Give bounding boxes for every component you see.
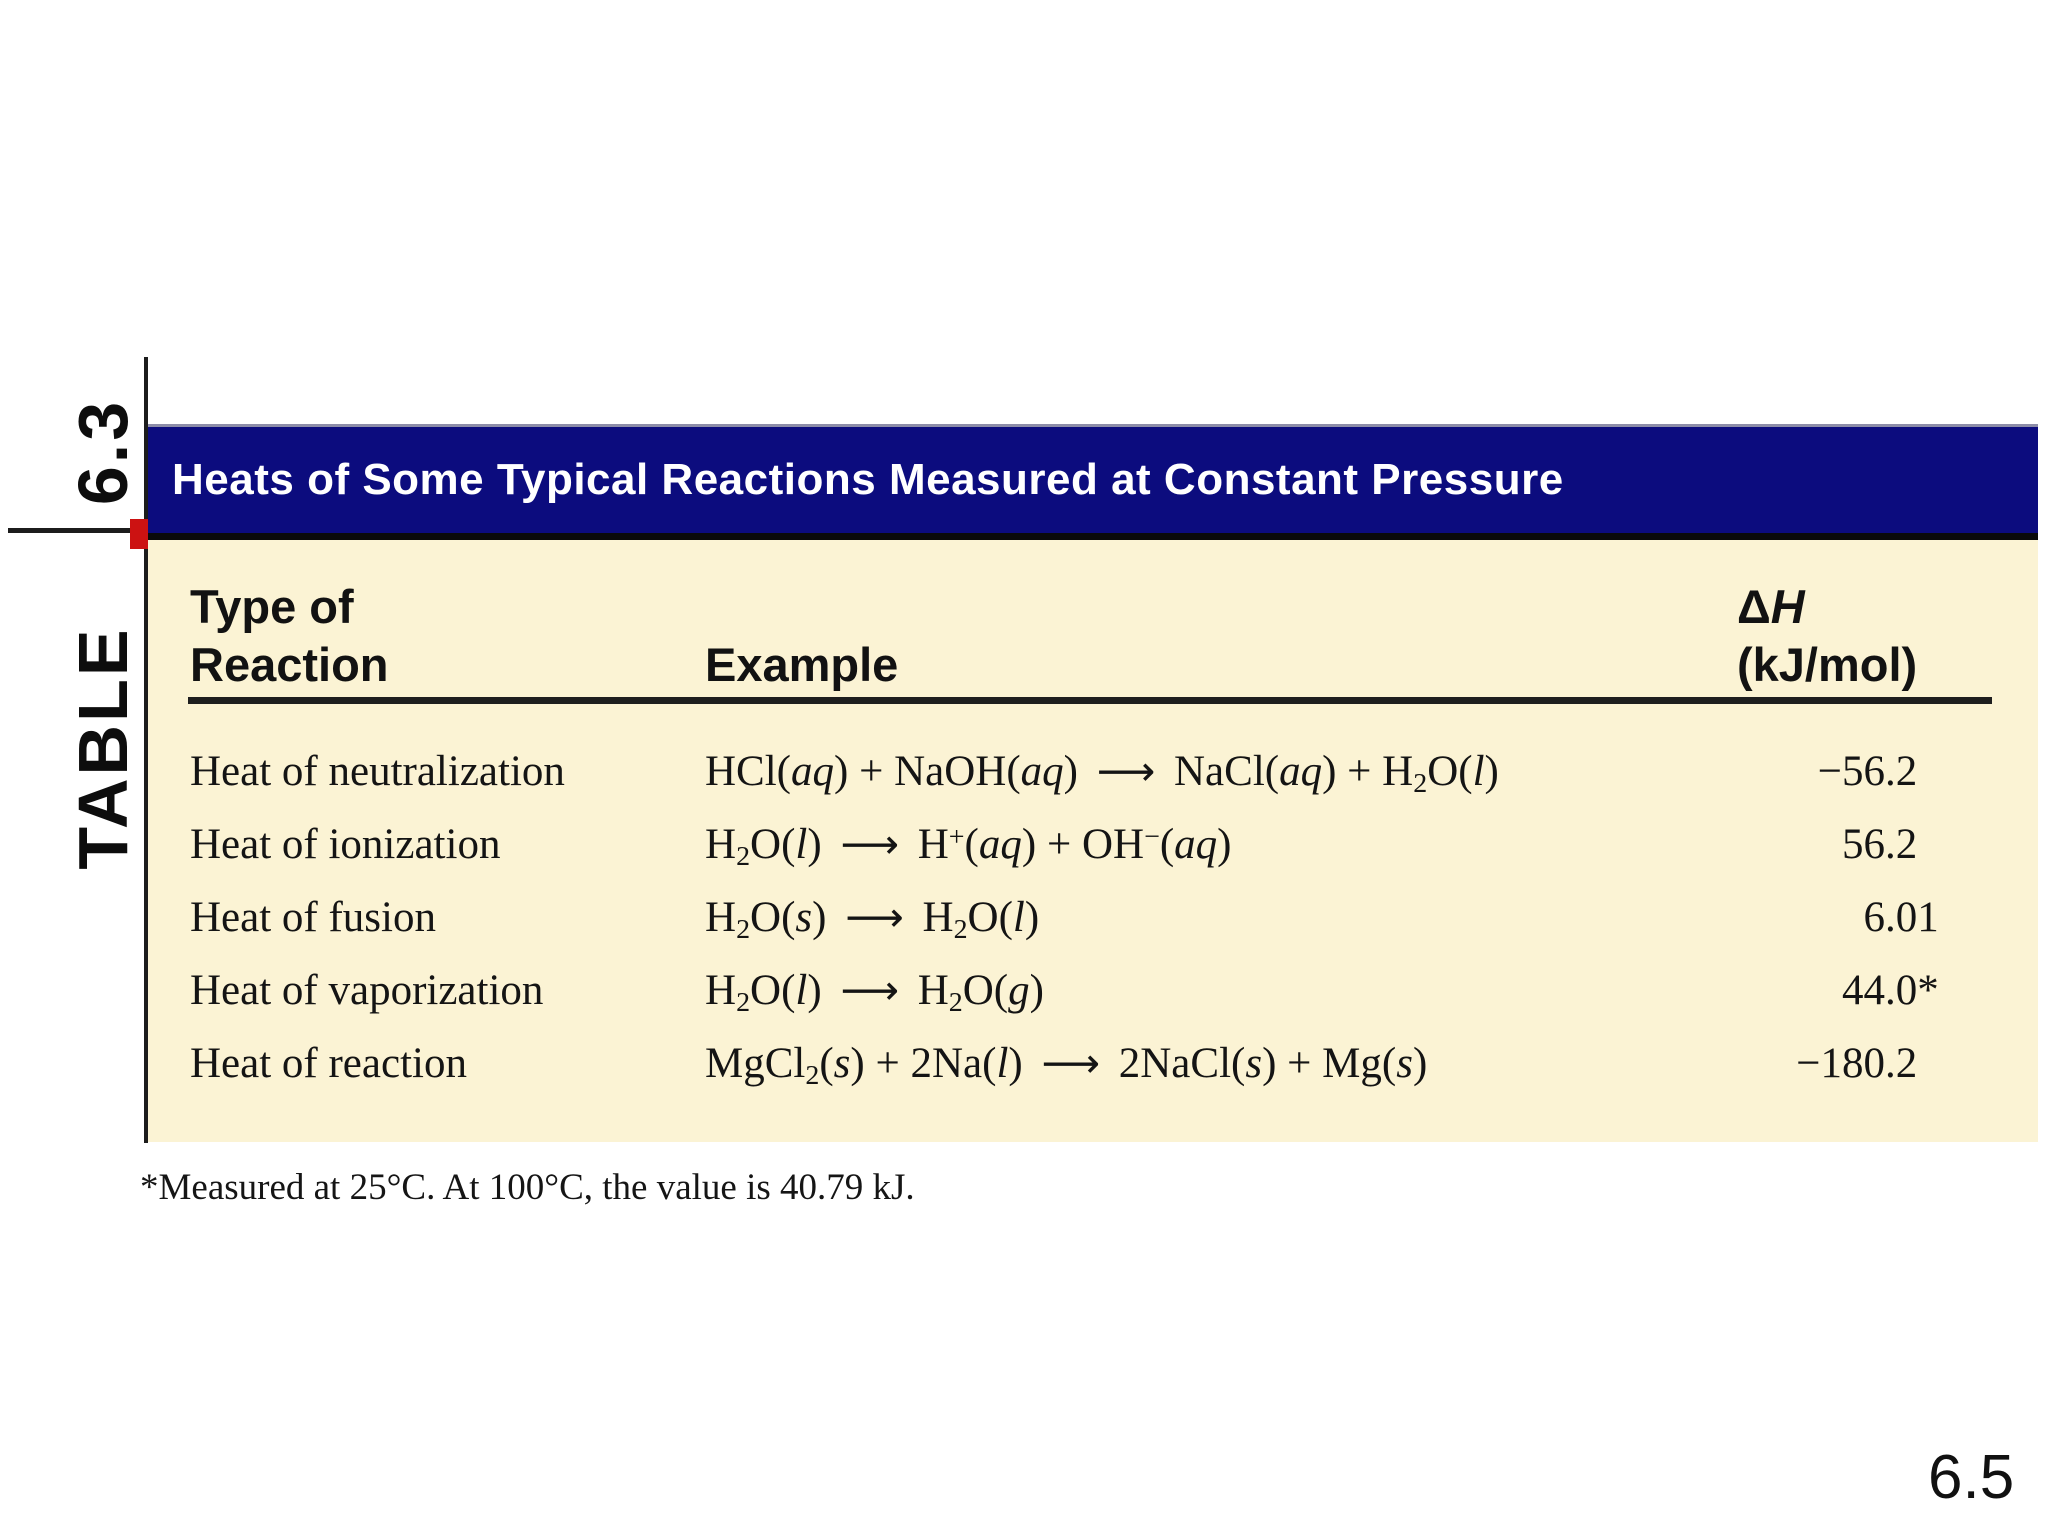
slide-page-number: 6.5: [1928, 1443, 2015, 1512]
column-header-delta-h: ΔH (kJ/mol): [1737, 578, 1917, 694]
reaction-type-cell: Heat of vaporization: [190, 967, 544, 1014]
delta-h-fraction-part: .2: [1885, 821, 1918, 868]
delta-h-value-cell: −56.2: [1598, 747, 1998, 796]
delta-h-value-cell: 6.01: [1598, 893, 1998, 942]
delta-h-value-cell: −180.2: [1598, 1039, 1998, 1088]
delta-h-integer-part: −180: [1796, 1040, 1885, 1087]
table-label-word: TABLE: [64, 626, 142, 870]
table-row: Heat of reaction MgCl2(s) + 2Na(l) ⟶ 2Na…: [148, 1027, 2038, 1100]
table-frame-horizontal-line: [8, 528, 145, 533]
delta-h-fraction-part: .2: [1885, 1040, 1918, 1087]
example-equation-cell: H2O(s) ⟶ H2O(l): [705, 893, 1040, 945]
column-header-delta-h-line2: (kJ/mol): [1737, 638, 1918, 691]
delta-h-fraction-part: .2: [1885, 748, 1918, 795]
example-equation-cell: HCl(aq) + NaOH(aq) ⟶ NaCl(aq) + H2O(l): [705, 747, 1499, 799]
delta-h-integer-part: 56: [1842, 821, 1885, 868]
example-equation-cell: H2O(l) ⟶ H+(aq) + OH−(aq): [705, 820, 1232, 872]
column-header-type-of-reaction: Type of Reaction: [190, 578, 389, 694]
table-rows: Heat of neutralization HCl(aq) + NaOH(aq…: [148, 735, 2038, 1100]
example-equation-cell: H2O(l) ⟶ H2O(g): [705, 966, 1044, 1018]
delta-h-integer-part: 6: [1863, 894, 1886, 941]
reaction-type-cell: Heat of neutralization: [190, 748, 565, 795]
column-header-type-line2: Reaction: [190, 638, 389, 691]
delta-h-fraction-part: .01: [1885, 894, 1939, 941]
footnote: *Measured at 25°C. At 100°C, the value i…: [140, 1167, 915, 1208]
table-title: Heats of Some Typical Reactions Measured…: [172, 455, 1564, 504]
header-rule: [188, 697, 1992, 704]
table-row: Heat of ionization H2O(l) ⟶ H+(aq) + OH−…: [148, 808, 2038, 881]
column-header-delta-h-line1: ΔH: [1737, 580, 1805, 633]
reaction-type-cell: Heat of ionization: [190, 821, 501, 868]
table-row: Heat of neutralization HCl(aq) + NaOH(aq…: [148, 735, 2038, 808]
reaction-type-cell: Heat of fusion: [190, 894, 436, 941]
column-header-example: Example: [705, 638, 899, 691]
example-equation-cell: MgCl2(s) + 2Na(l) ⟶ 2NaCl(s) + Mg(s): [705, 1039, 1428, 1091]
table-frame-vertical-line: [144, 357, 148, 1143]
table-title-bar: Heats of Some Typical Reactions Measured…: [148, 424, 2038, 540]
delta-h-fraction-part: .0*: [1885, 967, 1939, 1014]
table-row: Heat of vaporization H2O(l) ⟶ H2O(g) 44.…: [148, 954, 2038, 1027]
delta-h-value-cell: 44.0*: [1598, 966, 1998, 1015]
delta-h-integer-part: −56: [1817, 748, 1885, 795]
delta-h-integer-part: 44: [1842, 967, 1885, 1014]
table-body: Type of Reaction Example ΔH (kJ/mol) Hea…: [148, 540, 2038, 1142]
table-label-number: 6.3: [64, 398, 142, 506]
reaction-type-cell: Heat of reaction: [190, 1040, 467, 1087]
table-row: Heat of fusion H2O(s) ⟶ H2O(l) 6.01: [148, 881, 2038, 954]
delta-h-value-cell: 56.2: [1598, 820, 1998, 869]
column-header-type-line1: Type of: [190, 580, 354, 633]
